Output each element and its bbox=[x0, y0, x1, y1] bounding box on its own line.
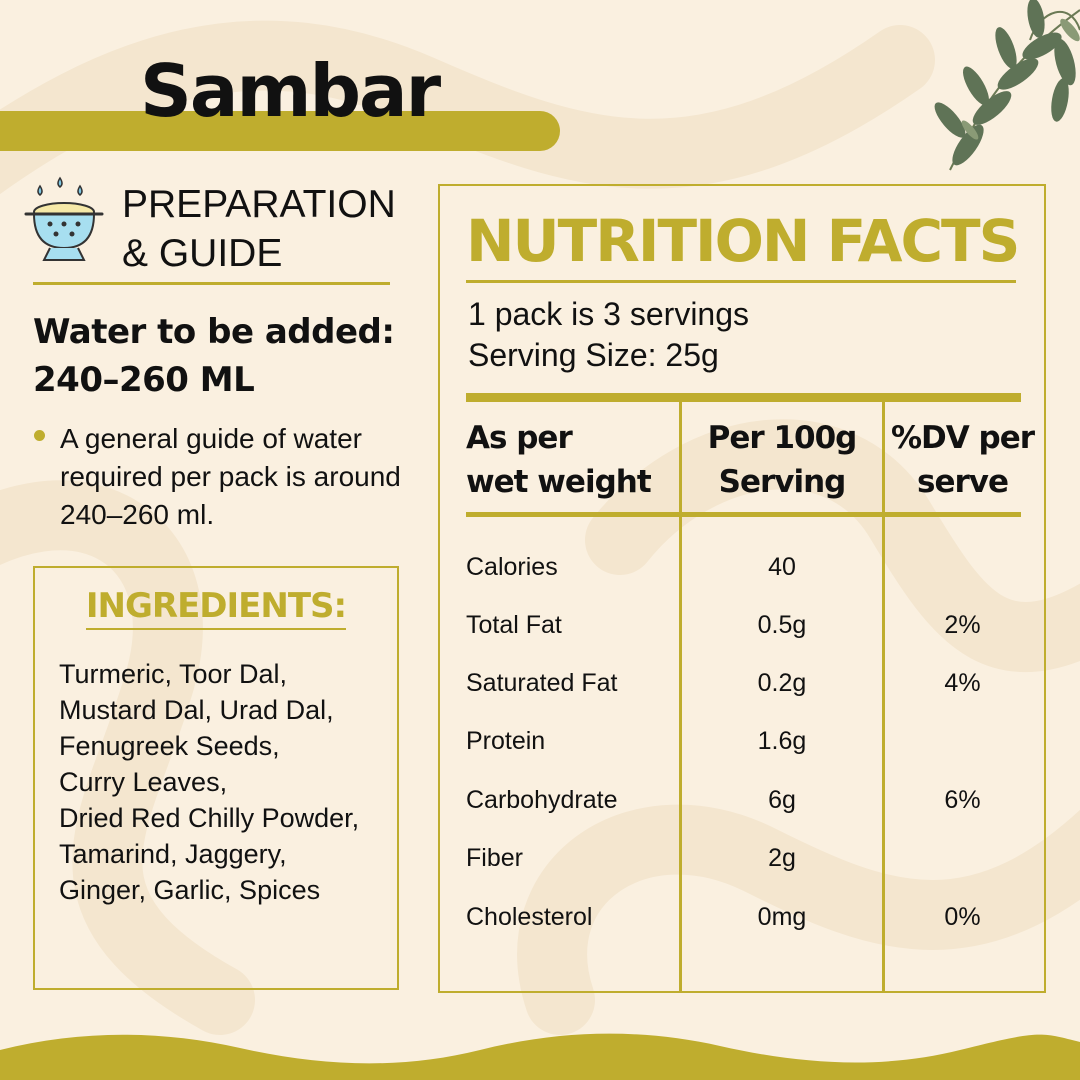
colander-icon bbox=[24, 176, 104, 261]
title-bar bbox=[0, 111, 560, 151]
nutrient-per-100g: 6g bbox=[768, 786, 796, 814]
nutrient-per-100g: 40 bbox=[768, 553, 796, 581]
water-label: Water to be added: bbox=[33, 312, 395, 352]
ingredients-line: Mustard Dal, Urad Dal, bbox=[59, 695, 334, 725]
nutrient-per-100g: 0mg bbox=[757, 903, 807, 931]
ingredients-line: Curry Leaves, bbox=[59, 767, 228, 797]
ingredients-box: INGREDIENTS: Turmeric, Toor Dal, Mustard… bbox=[33, 566, 399, 990]
ingredients-line: Ginger, Garlic, Spices bbox=[59, 875, 321, 905]
table-row: Saturated Fat 0.2g 4% bbox=[466, 669, 1026, 709]
column-divider bbox=[882, 402, 885, 992]
nutrient-name: Calories bbox=[466, 553, 558, 581]
nutrient-name: Protein bbox=[466, 727, 546, 755]
nutrient-dv: 0% bbox=[944, 903, 981, 931]
nutrient-per-100g: 2g bbox=[768, 844, 796, 872]
nutrient-name: Total Fat bbox=[466, 611, 562, 639]
water-amount: 240–260 ML bbox=[33, 360, 255, 400]
column-divider bbox=[679, 402, 682, 992]
bullet-dot-icon bbox=[34, 430, 45, 441]
preparation-heading-line1: PREPARATION bbox=[122, 183, 396, 226]
ingredients-line: Turmeric, Toor Dal, bbox=[59, 659, 288, 689]
table-row: Calories 40 bbox=[466, 553, 1026, 593]
nutrition-title-divider bbox=[466, 280, 1016, 283]
nutrition-title: NUTRITION FACTS bbox=[466, 207, 1020, 275]
bottom-wave-decoration bbox=[0, 1033, 1080, 1080]
nutrient-per-100g: 0.2g bbox=[757, 669, 807, 697]
nutrition-header-divider bbox=[466, 512, 1021, 517]
water-note: A general guide of water required per pa… bbox=[60, 423, 401, 530]
nutrient-name: Cholesterol bbox=[466, 903, 593, 931]
product-title: Sambar bbox=[140, 49, 441, 133]
nutrition-thick-divider bbox=[466, 393, 1021, 402]
ingredients-list: Turmeric, Toor Dal, Mustard Dal, Urad Da… bbox=[59, 656, 394, 908]
servings-per-pack: 1 pack is 3 servings bbox=[468, 296, 750, 332]
column-header-per-100g: Per 100g Serving bbox=[707, 420, 858, 500]
table-row: Protein 1.6g bbox=[466, 727, 1026, 767]
preparation-heading-line2: & GUIDE bbox=[122, 232, 283, 275]
table-row: Cholesterol 0mg 0% bbox=[466, 903, 1026, 943]
nutrient-dv: 4% bbox=[944, 669, 981, 697]
water-requirement: Water to be added: 240–260 ML bbox=[33, 308, 395, 404]
nutrition-facts-box bbox=[438, 184, 1046, 993]
ingredients-line: Dried Red Chilly Powder, bbox=[59, 803, 360, 833]
nutrient-name: Saturated Fat bbox=[466, 669, 618, 697]
nutrient-dv: 2% bbox=[944, 611, 981, 639]
curry-leaves-illustration bbox=[934, 0, 1080, 171]
ingredients-line: Fenugreek Seeds, bbox=[59, 731, 280, 761]
column-header-basis: As per wet weight bbox=[466, 420, 652, 500]
serving-info: 1 pack is 3 servings Serving Size: 25g bbox=[468, 294, 749, 376]
table-row: Carbohydrate 6g 6% bbox=[466, 786, 1026, 826]
ingredients-heading: INGREDIENTS: bbox=[35, 586, 397, 630]
preparation-heading: PREPARATION & GUIDE bbox=[122, 180, 396, 278]
table-row: Total Fat 0.5g 2% bbox=[466, 611, 1026, 651]
nutrient-per-100g: 1.6g bbox=[757, 727, 807, 755]
preparation-divider bbox=[33, 282, 390, 285]
column-header-dv: %DV per serve bbox=[890, 420, 1035, 500]
nutrient-name: Carbohydrate bbox=[466, 786, 618, 814]
serving-size: Serving Size: 25g bbox=[468, 337, 719, 373]
ingredients-line: Tamarind, Jaggery, bbox=[59, 839, 287, 869]
nutrient-name: Fiber bbox=[466, 844, 523, 872]
table-row: Fiber 2g bbox=[466, 844, 1026, 884]
nutrient-dv: 6% bbox=[944, 786, 981, 814]
nutrient-per-100g: 0.5g bbox=[757, 611, 807, 639]
